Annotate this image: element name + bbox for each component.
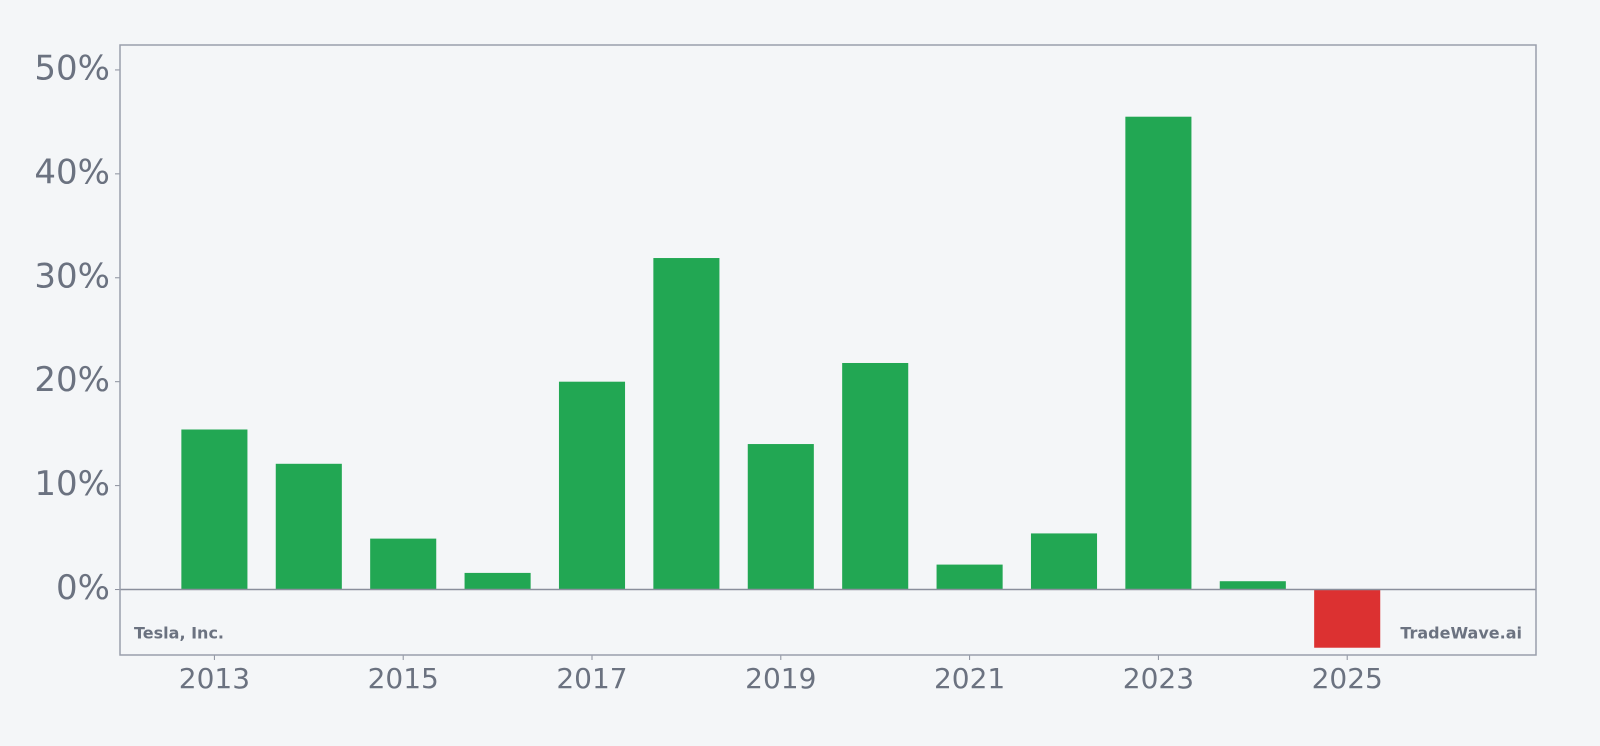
- x-tick-label: 2023: [1123, 662, 1194, 695]
- y-tick-label: 20%: [34, 360, 110, 400]
- y-tick-label: 0%: [56, 568, 110, 608]
- bar: [1125, 116, 1192, 590]
- x-tick-label: 2015: [368, 662, 439, 695]
- x-tick-label: 2013: [179, 662, 250, 695]
- bar: [464, 572, 531, 590]
- bar: [1030, 533, 1098, 590]
- x-tick-label: 2025: [1312, 662, 1383, 695]
- x-tick-label: 2019: [745, 662, 816, 695]
- x-tick-label: 2017: [556, 662, 627, 695]
- bar: [653, 258, 720, 590]
- plot-frame: [119, 44, 1537, 656]
- y-tick-label: 30%: [34, 256, 110, 296]
- x-tick-label: 2021: [934, 662, 1005, 695]
- bar: [558, 381, 626, 590]
- y-tick-label: 50%: [34, 48, 110, 88]
- bar: [181, 429, 248, 590]
- bar: [370, 538, 437, 590]
- bar: [936, 564, 1003, 590]
- y-tick-label: 10%: [34, 464, 110, 504]
- company-label: Tesla, Inc.: [134, 624, 224, 643]
- bar: [842, 362, 909, 590]
- bar: [275, 463, 342, 590]
- bar: [747, 444, 814, 590]
- y-tick-label: 40%: [34, 152, 110, 192]
- bar: [1219, 581, 1286, 590]
- watermark: TradeWave.ai: [1400, 624, 1522, 643]
- bar: [1314, 589, 1381, 648]
